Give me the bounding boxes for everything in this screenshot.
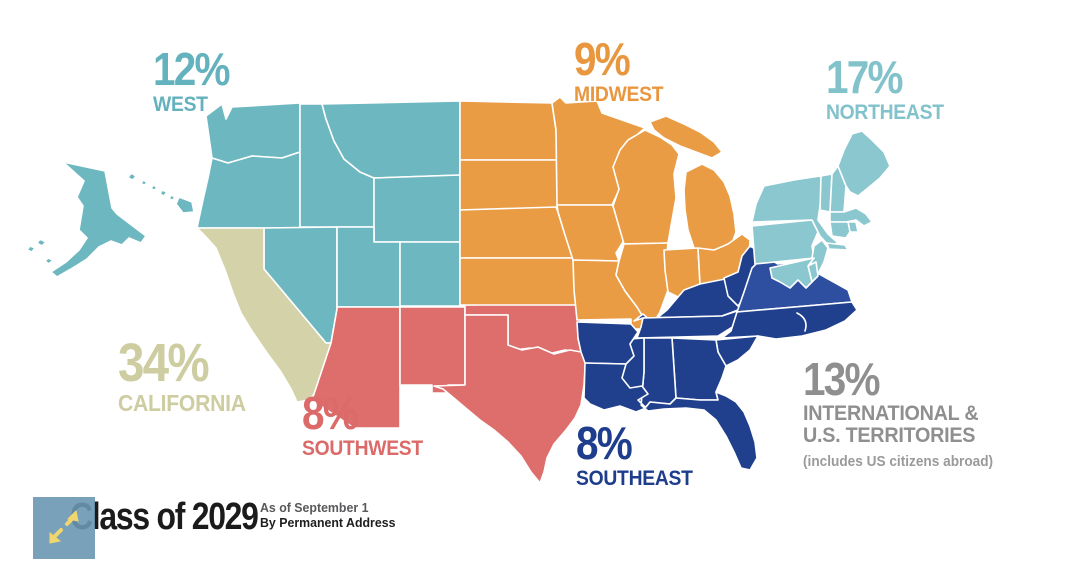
state-south-dakota	[459, 159, 561, 211]
southwest-percent: 8%	[302, 387, 359, 439]
region-label-southwest: 8% SOUTHWEST	[302, 390, 433, 459]
state-maine	[837, 130, 891, 197]
region-label-northeast: 17% NORTHEAST	[826, 54, 954, 123]
california-name: CALIFORNIA	[118, 390, 246, 416]
state-florida	[640, 391, 758, 471]
international-name-line1: INTERNATIONAL &	[803, 401, 979, 425]
state-texas	[433, 314, 587, 484]
southeast-name: SOUTHEAST	[576, 467, 693, 490]
state-kansas	[459, 257, 578, 306]
international-percent: 13%	[803, 353, 881, 405]
expand-button[interactable]	[33, 497, 95, 559]
northeast-percent: 17%	[826, 51, 904, 103]
subtitle-line1: As of September 1	[260, 500, 369, 515]
state-hawaii	[127, 172, 195, 214]
subtitle: As of September 1 By Permanent Address	[260, 500, 395, 530]
page-title: Class of 2029	[70, 496, 259, 538]
state-nebraska	[459, 206, 574, 259]
state-new-mexico	[399, 306, 466, 394]
state-arkansas	[576, 321, 639, 365]
california-percent: 34%	[118, 333, 210, 393]
map-region-southwest	[311, 302, 587, 484]
map-region-california	[196, 227, 332, 403]
map-region-southeast	[576, 245, 858, 471]
midwest-percent: 9%	[574, 33, 631, 85]
region-label-international: 13% INTERNATIONAL & U.S. TERRITORIES (in…	[803, 356, 1005, 470]
state-wyoming	[373, 174, 461, 243]
region-label-southeast: 8% SOUTHEAST	[576, 420, 703, 489]
region-label-west: 12% WEST	[153, 46, 239, 115]
southwest-name: SOUTHWEST	[302, 437, 423, 460]
state-maryland	[769, 257, 815, 289]
west-name: WEST	[153, 93, 208, 116]
state-michigan-upper	[649, 115, 723, 159]
state-michigan-lower	[683, 163, 737, 255]
west-percent: 12%	[153, 43, 231, 95]
state-new-york	[751, 175, 839, 248]
map-region-northeast	[751, 130, 891, 289]
international-note: (includes US citizens abroad)	[803, 454, 994, 470]
state-georgia	[671, 337, 727, 401]
expand-arrows-icon	[49, 509, 79, 544]
state-oregon	[196, 151, 301, 229]
state-north-carolina	[721, 301, 858, 340]
region-label-california: 34% CALIFORNIA	[118, 336, 257, 415]
map-region-midwest	[459, 96, 751, 330]
southeast-percent: 8%	[576, 417, 633, 469]
state-pennsylvania	[751, 219, 819, 265]
state-louisiana	[583, 362, 649, 413]
state-alaska	[50, 161, 147, 278]
international-name-line2: U.S. TERRITORIES	[803, 423, 976, 447]
region-label-midwest: 9% MIDWEST	[574, 36, 671, 105]
state-north-dakota	[459, 100, 558, 161]
northeast-name: NORTHEAST	[826, 101, 944, 124]
subtitle-line2: By Permanent Address	[260, 515, 396, 530]
outer-banks	[796, 312, 807, 332]
alaska-aleutians	[26, 238, 54, 265]
state-alabama	[640, 337, 677, 408]
state-tennessee	[636, 309, 741, 339]
midwest-name: MIDWEST	[574, 83, 664, 106]
state-connecticut	[829, 221, 851, 239]
state-wisconsin	[612, 129, 680, 245]
state-california	[196, 227, 332, 403]
state-colorado	[399, 241, 461, 307]
long-island	[826, 242, 849, 251]
